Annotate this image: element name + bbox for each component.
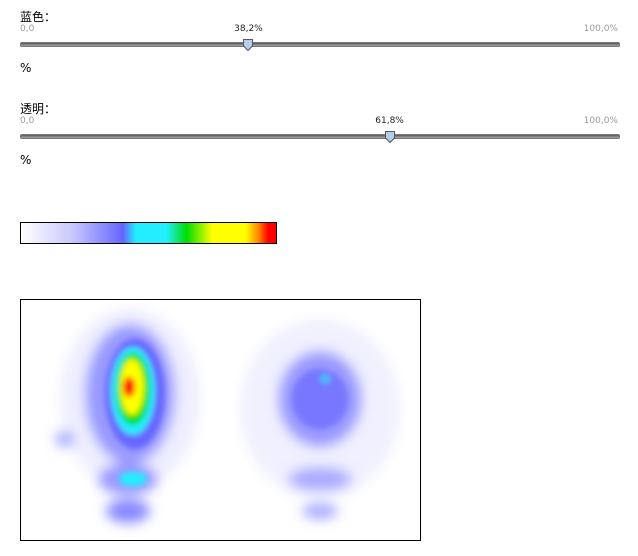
slider-track[interactable]	[20, 42, 620, 47]
value-label: 61,8%	[375, 116, 404, 126]
heatmap	[20, 299, 421, 541]
min-label: 0,0	[20, 24, 35, 34]
unit-label: %	[20, 61, 32, 75]
slider-thumb[interactable]	[243, 39, 254, 51]
color-scale	[20, 222, 277, 244]
slider-track[interactable]	[20, 134, 620, 139]
slider-label: 蓝色：	[20, 10, 57, 24]
slider-label: 透明：	[20, 102, 57, 116]
unit-label: %	[20, 153, 32, 167]
max-label: 100,0%	[583, 116, 618, 126]
value-label: 38,2%	[234, 24, 263, 34]
min-label: 0,0	[20, 116, 35, 126]
slider-thumb[interactable]	[384, 131, 395, 143]
max-label: 100,0%	[583, 24, 618, 34]
